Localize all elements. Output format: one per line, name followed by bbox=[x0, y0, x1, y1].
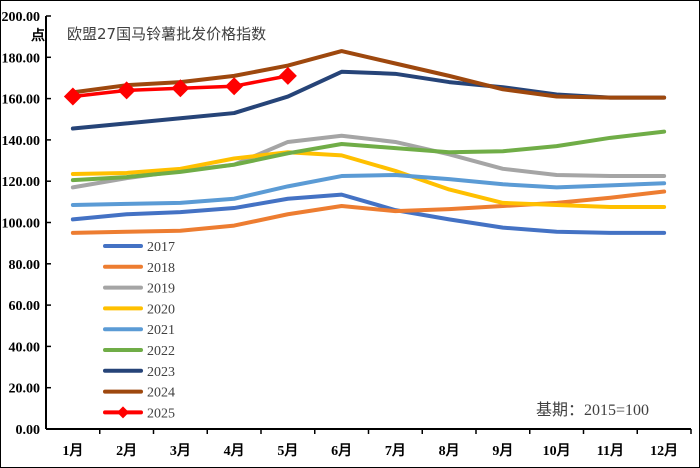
series-line-2023 bbox=[70, 69, 667, 131]
y-axis-label: 点 bbox=[31, 27, 45, 44]
series-line-2020 bbox=[70, 150, 667, 210]
y-tick-label: 200.00 bbox=[2, 10, 41, 25]
x-tick-label: 12月 bbox=[650, 443, 678, 459]
data-point-2025 bbox=[171, 79, 190, 98]
y-tick-label: 180.00 bbox=[2, 51, 41, 66]
y-tick-label: 140.00 bbox=[2, 134, 41, 149]
x-tick-label: 5月 bbox=[277, 443, 298, 459]
legend-label-2017: 2017 bbox=[147, 240, 175, 255]
y-tick-label: 20.00 bbox=[9, 382, 41, 397]
series-line-2018 bbox=[70, 189, 667, 235]
y-tick-label: 60.00 bbox=[9, 299, 41, 314]
y-tick-label: 80.00 bbox=[9, 258, 41, 273]
y-tick-label: 100.00 bbox=[2, 217, 41, 232]
legend-label-2025: 2025 bbox=[147, 406, 175, 421]
base-period-note: 基期：2015=100 bbox=[536, 401, 649, 419]
legend-label-2024: 2024 bbox=[147, 386, 175, 401]
x-tick-label: 2月 bbox=[116, 443, 137, 459]
data-point-2025 bbox=[278, 66, 297, 85]
x-tick-label: 3月 bbox=[170, 443, 191, 459]
x-tick-label: 11月 bbox=[597, 443, 624, 459]
legend-label-2021: 2021 bbox=[147, 323, 175, 338]
x-tick-label: 8月 bbox=[439, 443, 460, 459]
series-line-2022 bbox=[70, 129, 667, 183]
x-tick-label: 6月 bbox=[331, 443, 352, 459]
legend-label-2020: 2020 bbox=[147, 302, 175, 317]
legend-label-2018: 2018 bbox=[147, 261, 175, 276]
chart-title: 欧盟27国马铃薯批发价格指数 bbox=[67, 25, 266, 43]
y-tick-label: 0.00 bbox=[16, 423, 41, 438]
x-tick-label: 4月 bbox=[224, 443, 245, 459]
data-point-2025 bbox=[63, 87, 82, 106]
series-line-2017 bbox=[70, 192, 667, 235]
data-point-2025 bbox=[225, 77, 244, 96]
legend-label-2022: 2022 bbox=[147, 344, 175, 359]
legend-label-2023: 2023 bbox=[147, 365, 175, 380]
y-tick-label: 40.00 bbox=[9, 340, 41, 355]
legend-label-2019: 2019 bbox=[147, 282, 175, 297]
series-line-2024 bbox=[70, 49, 667, 100]
x-tick-label: 10月 bbox=[543, 443, 571, 459]
y-tick-label: 120.00 bbox=[2, 175, 41, 190]
x-tick-label: 1月 bbox=[62, 443, 83, 459]
x-tick-label: 9月 bbox=[492, 443, 513, 459]
x-tick-label: 7月 bbox=[385, 443, 406, 459]
y-tick-label: 160.00 bbox=[2, 93, 41, 108]
legend-marker-2025 bbox=[117, 406, 129, 419]
series-line-2021 bbox=[70, 173, 667, 207]
data-point-2025 bbox=[117, 81, 136, 100]
